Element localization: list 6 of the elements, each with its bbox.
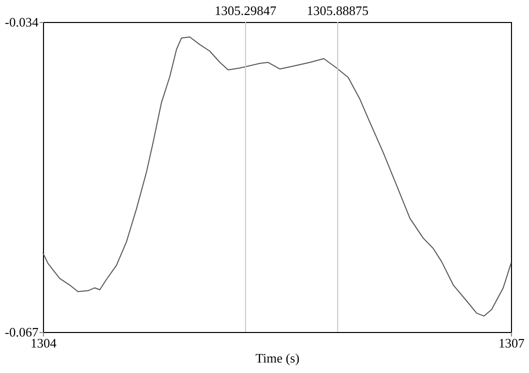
x-axis-title: Time (s)	[256, 350, 300, 366]
line-series	[42, 36, 512, 317]
ref-line-label: 1305.29847	[214, 3, 277, 18]
y-tick-label: -0.034	[4, 14, 39, 30]
x-tick-label: 1307	[498, 336, 525, 350]
ref-line-label: 1305.88875	[306, 3, 369, 18]
